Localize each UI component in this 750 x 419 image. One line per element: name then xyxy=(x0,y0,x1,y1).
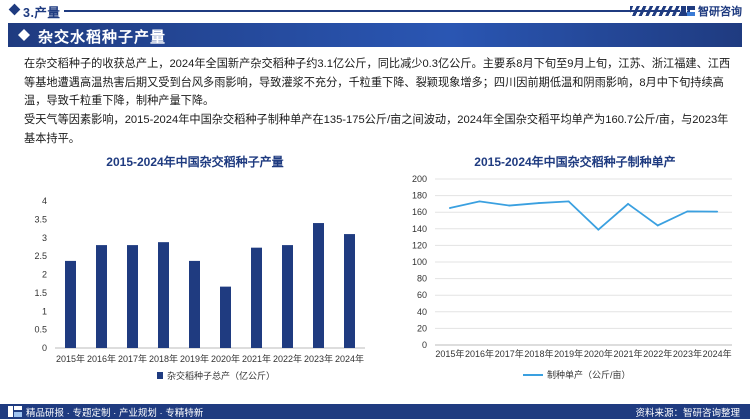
x-tick-label: 2022年 xyxy=(643,348,672,359)
legend-label: 制种单产（公斤/亩） xyxy=(547,369,631,380)
line-chart-title: 2015-2024年中国杂交稻种子制种单产 xyxy=(474,155,676,169)
x-tick-label: 2018年 xyxy=(524,348,553,359)
brand-name: 智研咨询 xyxy=(698,6,742,18)
point-2016年 xyxy=(478,200,481,203)
y-tick-label: 0 xyxy=(42,343,47,353)
x-tick-label: 2016年 xyxy=(87,353,116,364)
y-tick-label: 60 xyxy=(417,290,427,300)
x-tick-label: 2020年 xyxy=(211,353,240,364)
section-bullet-icon xyxy=(8,3,21,16)
bar-2016年 xyxy=(96,245,107,348)
point-2015年 xyxy=(448,207,451,209)
y-tick-label: 40 xyxy=(417,307,427,317)
section-title: 3.产量 xyxy=(23,6,61,20)
brand-logo-icon xyxy=(681,6,695,16)
footer-services: 精品研报 · 专题定制 · 产业规划 · 专精特新 xyxy=(26,408,204,419)
bar-chart-title: 2015-2024年中国杂交稻种子产量 xyxy=(106,155,284,169)
top-bar: 3.产量 智研咨询 xyxy=(0,0,750,20)
x-tick-label: 2024年 xyxy=(703,348,732,359)
y-tick-label: 20 xyxy=(417,323,427,333)
x-tick-label: 2019年 xyxy=(180,353,209,364)
bar-chart: 0 0.5 1 1.5 2 2.5 3 3.5 4 2015年 2016年 2017年 2018年 201… xyxy=(34,196,365,381)
point-2019年 xyxy=(567,200,570,203)
y-tick-label: 2 xyxy=(42,270,47,280)
top-divider xyxy=(64,10,680,12)
y-tick-label: 3.5 xyxy=(34,214,47,224)
legend-swatch xyxy=(157,372,163,379)
point-2023年 xyxy=(686,210,689,213)
x-tick-label: 2024年 xyxy=(335,353,364,364)
paragraph-production: 在杂交稻种子的收获总产上，2024年全国新产杂交稻种子约3.1亿公斤，同比减少0… xyxy=(24,58,731,107)
y-tick-label: 2.5 xyxy=(34,251,47,261)
bar-2023年 xyxy=(313,223,324,348)
y-tick-label: 80 xyxy=(417,274,427,284)
point-2024年 xyxy=(716,210,719,213)
bar-2021年 xyxy=(251,247,262,348)
y-tick-label: 3 xyxy=(42,233,47,243)
bar-2022年 xyxy=(282,245,293,348)
y-tick-label: 160 xyxy=(412,207,427,217)
footer-bar: 精品研报 · 专题定制 · 产业规划 · 专精特新 资料来源：智研咨询整理 xyxy=(0,404,750,419)
point-2017年 xyxy=(508,204,511,207)
y-tick-label: 0.5 xyxy=(34,325,47,335)
paragraph-yield: 受天气等因素影响，2015-2024年中国杂交稻种子制种单产在135-175公斤… xyxy=(24,114,729,145)
x-tick-label: 2019年 xyxy=(554,348,583,359)
stripe-decoration xyxy=(630,6,690,16)
point-2022年 xyxy=(656,224,659,227)
page-title: 杂交水稻种子产量 xyxy=(38,29,167,46)
y-tick-label: 1.5 xyxy=(34,288,47,298)
footer-source: 资料来源：智研咨询整理 xyxy=(635,408,740,419)
y-tick-label: 1 xyxy=(42,306,47,316)
y-tick-label: 100 xyxy=(412,257,427,267)
x-tick-label: 2018年 xyxy=(149,353,178,364)
x-tick-label: 2015年 xyxy=(435,348,464,359)
diamond-icon xyxy=(18,29,30,41)
brand: 智研咨询 xyxy=(681,3,742,19)
x-tick-label: 2020年 xyxy=(584,348,613,359)
bar-2017年 xyxy=(127,245,138,348)
y-tick-label: 180 xyxy=(412,191,427,201)
y-tick-label: 4 xyxy=(42,196,47,206)
title-banner: 杂交水稻种子产量 xyxy=(8,23,742,47)
bar-2015年 xyxy=(65,260,76,348)
bar-2024年 xyxy=(344,234,355,348)
bar-2018年 xyxy=(158,242,169,348)
bar-2020年 xyxy=(220,286,231,348)
point-2020年 xyxy=(597,228,600,231)
x-tick-label: 2022年 xyxy=(273,353,302,364)
x-tick-label: 2016年 xyxy=(465,348,494,359)
point-2021年 xyxy=(627,203,629,205)
yield-line xyxy=(449,200,718,231)
x-tick-label: 2017年 xyxy=(118,353,147,364)
y-tick-label: 200 xyxy=(412,174,427,184)
x-tick-label: 2017年 xyxy=(495,348,524,359)
x-tick-label: 2021年 xyxy=(242,353,271,364)
x-tick-label: 2015年 xyxy=(56,353,85,364)
legend-label: 杂交稻种子总产（亿公斤） xyxy=(167,370,275,381)
footer-logo-icon xyxy=(8,406,22,417)
x-tick-label: 2021年 xyxy=(614,348,643,359)
point-2018年 xyxy=(538,202,540,204)
x-tick-label: 2023年 xyxy=(304,353,333,364)
y-tick-label: 140 xyxy=(412,224,427,234)
bar-2019年 xyxy=(189,260,200,348)
y-tick-label: 0 xyxy=(422,340,427,350)
y-tick-label: 120 xyxy=(412,240,427,250)
x-tick-label: 2023年 xyxy=(673,348,702,359)
